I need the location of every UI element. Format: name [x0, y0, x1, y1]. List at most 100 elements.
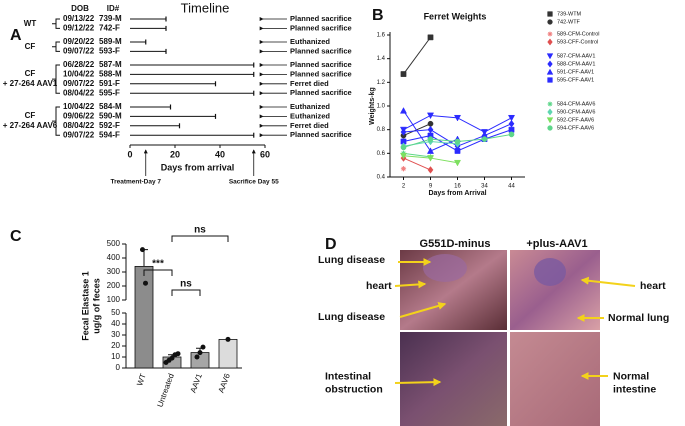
- legend-marker: [546, 117, 554, 124]
- animal-id: 588-M: [99, 70, 122, 79]
- dob: 10/04/22: [63, 70, 95, 79]
- animal-id: 584-M: [99, 102, 122, 111]
- y-tick-label: 40: [111, 319, 120, 328]
- x-tick-label: WT: [135, 372, 148, 387]
- significance-label: ns: [180, 279, 192, 290]
- group-label: + 27-264 AAV6: [3, 121, 58, 130]
- panel-label: B: [372, 7, 384, 24]
- x-tick-label: AAV1: [189, 372, 204, 394]
- dob: 10/04/22: [63, 102, 95, 111]
- photo-detail: [423, 254, 467, 282]
- data-point: [225, 336, 231, 342]
- animal-id: 592-F: [99, 121, 120, 130]
- x-tick-label: 2: [402, 184, 406, 190]
- photo-intestine-minus: [400, 332, 507, 426]
- dob: 08/04/22: [63, 88, 95, 97]
- x-tick-label: 9: [429, 184, 433, 190]
- panel-label: D: [325, 236, 337, 253]
- y-axis-label: Weights-kg: [369, 87, 376, 125]
- data-point: [508, 119, 515, 128]
- photo-detail: [534, 258, 566, 286]
- data-point: [427, 136, 434, 142]
- data-point: [400, 138, 407, 145]
- panel-label: A: [10, 27, 22, 44]
- animal-id: 594-F: [99, 130, 120, 139]
- annotation-arrow: [394, 280, 427, 289]
- y-tick-label: 100: [107, 295, 121, 304]
- dob: 09/13/22: [63, 14, 95, 23]
- legend-marker: [547, 77, 553, 83]
- series-line: [403, 152, 431, 158]
- y-tick-label: 20: [111, 341, 120, 350]
- data-point: [400, 71, 407, 77]
- data-point: [400, 128, 407, 136]
- dob: 09/07/22: [63, 79, 95, 88]
- data-point: [481, 136, 488, 142]
- data-point: [399, 107, 408, 114]
- y-tick-label: 0.6: [377, 151, 386, 157]
- animal-id: 591-F: [99, 79, 120, 88]
- photo-intestine-plus: [510, 332, 600, 426]
- outcome: Ferret died: [290, 121, 329, 130]
- animal-id: 739-M: [99, 14, 122, 23]
- y-tick-label: 50: [111, 308, 120, 317]
- legend-label: 592-CFF-AAV6: [557, 117, 594, 123]
- chart-title: Ferret Weights: [424, 11, 487, 21]
- legend-marker: [547, 31, 553, 37]
- animal-id: 589-M: [99, 37, 122, 46]
- legend-label: 589-CFM-Control: [557, 31, 599, 37]
- data-point: [200, 344, 206, 350]
- legend-label: 591-CFF-AAV1: [557, 69, 594, 75]
- dob: 09/06/22: [63, 112, 95, 121]
- outcome: Euthanized: [290, 111, 330, 120]
- data-point: [426, 112, 435, 120]
- x-tick-label: AAV6: [217, 372, 232, 394]
- group-bracket: [52, 41, 60, 52]
- legend-label: 588-CFM-AAV1: [557, 61, 595, 67]
- outcome: Planned sacrifice: [290, 69, 352, 78]
- outcome: Planned sacrifice: [290, 46, 352, 55]
- event-label: Sacrifice Day 55: [229, 179, 279, 186]
- y-tick-label: 300: [107, 267, 121, 276]
- annotation: Lung disease: [318, 254, 385, 266]
- annotation: heart: [640, 280, 666, 292]
- outcome: Planned sacrifice: [290, 14, 352, 23]
- data-point: [140, 247, 145, 253]
- data-point: [454, 138, 461, 145]
- outcome: Planned sacrifice: [290, 23, 352, 32]
- legend-marker: [546, 53, 554, 60]
- data-point: [400, 166, 407, 172]
- legend-marker: [546, 68, 554, 75]
- data-point: [197, 350, 203, 356]
- column-header: DOB: [71, 4, 89, 13]
- column-header: +plus-AAV1: [526, 238, 587, 250]
- annotation: Normal lung: [608, 312, 669, 324]
- y-tick-label: 0.8: [377, 127, 386, 133]
- dob: 09/12/22: [63, 24, 95, 33]
- animal-id: 593-F: [99, 47, 120, 56]
- outcome: Euthanized: [290, 102, 330, 111]
- y-tick-label: 0.4: [377, 175, 386, 181]
- group-bracket: [52, 64, 60, 94]
- data-point: [399, 152, 408, 160]
- legend-marker: [547, 125, 553, 131]
- series-line: [403, 37, 431, 75]
- y-tick-label: 0: [116, 363, 121, 372]
- annotation: obstruction: [325, 383, 383, 395]
- legend-label: 587-CFM-AAV1: [557, 53, 595, 59]
- animal-id: 595-F: [99, 88, 120, 97]
- y-tick-label: 30: [111, 330, 120, 339]
- annotation: Lung disease: [318, 311, 385, 323]
- y-axis-label: ug/g of feces: [91, 278, 101, 334]
- data-point: [427, 34, 434, 41]
- y-tick-label: 500: [107, 239, 121, 248]
- group-label: CF: [25, 42, 36, 51]
- data-point: [169, 355, 175, 361]
- group-bracket: [52, 18, 60, 29]
- annotation-arrow: [394, 378, 442, 387]
- data-point: [194, 354, 200, 360]
- data-point: [427, 166, 434, 174]
- column-header: ID#: [107, 4, 120, 13]
- y-tick-label: 1.2: [377, 80, 386, 86]
